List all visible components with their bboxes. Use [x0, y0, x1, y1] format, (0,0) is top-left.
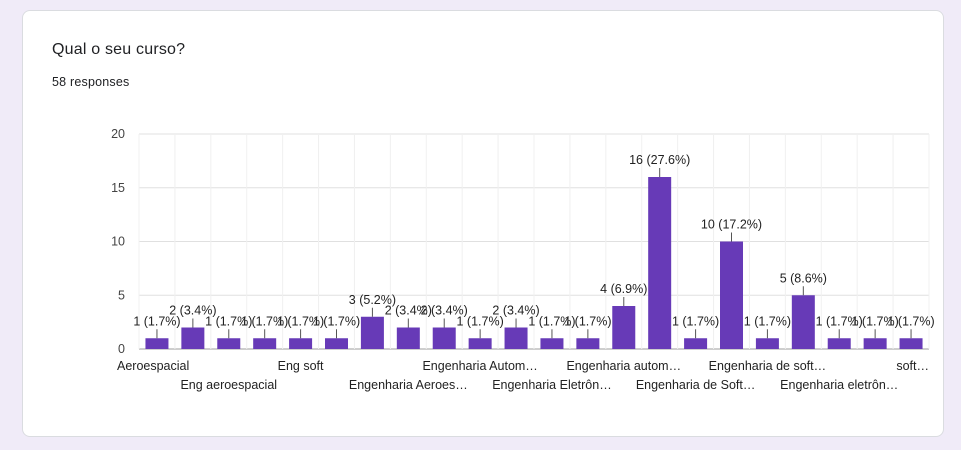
data-label: 1 (1.7%): [205, 314, 252, 328]
data-label: 4 (6.9%): [600, 282, 647, 296]
y-tick-label: 10: [111, 235, 125, 249]
x-tick-label: Engenharia de soft…: [709, 359, 826, 373]
bar: [289, 338, 313, 349]
bar: [540, 338, 564, 349]
bar: [396, 327, 420, 349]
question-card: Qual o seu curso? 58 responses: [22, 10, 944, 437]
y-tick-label: 15: [111, 181, 125, 195]
data-label: 5 (8.6%): [780, 271, 827, 285]
data-label: 10 (17.2%): [701, 218, 762, 232]
data-label: 3 (5.2%): [349, 293, 396, 307]
bar: [576, 338, 600, 349]
bar: [684, 338, 708, 349]
data-label: 1 (1.7%): [277, 314, 324, 328]
data-label: 1 (1.7%): [528, 314, 575, 328]
bar: [648, 177, 672, 349]
question-title: Qual o seu curso?: [52, 41, 186, 58]
data-label: 1 (1.7%): [241, 314, 288, 328]
bar: [325, 338, 348, 349]
x-tick-label: Engenharia Eletrôn…: [492, 378, 612, 392]
x-tick-label: Eng aeroespacial: [180, 378, 277, 392]
x-tick-label: Aeroespacial: [117, 359, 189, 373]
bar: [145, 338, 169, 349]
data-label: 1 (1.7%): [457, 314, 504, 328]
bar: [504, 327, 528, 349]
data-label: 1 (1.7%): [564, 314, 611, 328]
bar: [432, 327, 456, 349]
bar: [181, 327, 205, 349]
bar: [253, 338, 277, 349]
y-tick-label: 0: [118, 342, 125, 356]
x-tick-label: Engenharia autom…: [566, 359, 681, 373]
response-count: 58 responses: [52, 75, 130, 89]
x-tick-label: soft…: [896, 359, 929, 373]
data-label: 1 (1.7%): [672, 314, 719, 328]
bar: [612, 306, 636, 349]
bar: [468, 338, 492, 349]
data-label: 2 (3.4%): [492, 304, 539, 318]
data-label: 1 (1.7%): [744, 314, 791, 328]
data-label: 1 (1.7%): [887, 314, 934, 328]
bar: [827, 338, 851, 349]
data-label: 16 (27.6%): [629, 153, 690, 167]
bar: [791, 295, 815, 349]
bar: [217, 338, 241, 349]
x-tick-label: Engenharia Aeroes…: [349, 378, 468, 392]
y-tick-label: 20: [111, 127, 125, 141]
y-tick-label: 5: [118, 288, 125, 302]
data-label: 1 (1.7%): [816, 314, 863, 328]
data-label: 2 (3.4%): [169, 304, 216, 318]
data-label: 2 (3.4%): [421, 304, 468, 318]
bar: [755, 338, 779, 349]
bar: [863, 338, 887, 349]
bar: [720, 241, 743, 349]
bar: [360, 316, 384, 349]
data-label: 1 (1.7%): [133, 314, 180, 328]
x-tick-label: Engenharia Autom…: [422, 359, 537, 373]
data-label: 1 (1.7%): [852, 314, 899, 328]
x-tick-label: Eng soft: [278, 359, 324, 373]
bar: [899, 338, 923, 349]
x-tick-label: Engenharia eletrôn…: [780, 378, 898, 392]
x-tick-label: Engenharia de Soft…: [636, 378, 756, 392]
data-label: 1 (1.7%): [313, 314, 360, 328]
data-label: 2 (3.4%): [385, 304, 432, 318]
